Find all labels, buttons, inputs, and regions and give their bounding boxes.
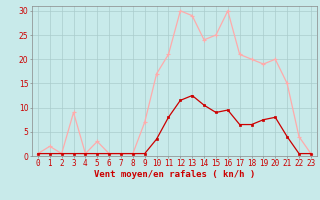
X-axis label: Vent moyen/en rafales ( kn/h ): Vent moyen/en rafales ( kn/h ) [94,170,255,179]
